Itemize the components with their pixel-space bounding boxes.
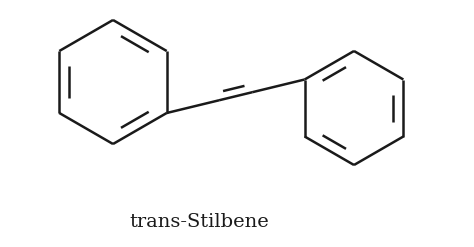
Text: trans-Stilbene: trans-Stilbene [129, 213, 269, 231]
